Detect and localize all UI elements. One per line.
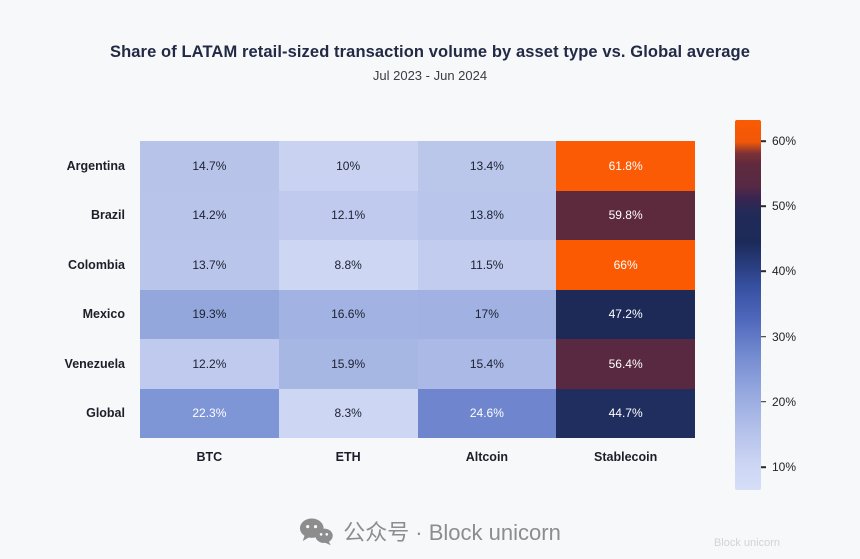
heatmap-cell: 15.9% [278, 339, 418, 389]
heatmap-cell: 15.4% [417, 339, 557, 389]
heatmap-cell: 13.8% [417, 190, 557, 240]
row-label: Brazil [90, 208, 125, 223]
row-label: Argentina [66, 158, 125, 173]
colorbar-tick-label: 50% [772, 199, 797, 214]
heatmap-cell: 59.8% [556, 190, 695, 240]
heatmap: Argentina 14.7% 10% 13.4% 61.8% Brazil 14.2% 12… [0, 141, 695, 438]
chart-subtitle: Jul 2023 - Jun 2024 [372, 68, 488, 83]
colorbar-tick [761, 205, 766, 207]
heatmap-cell: 14.7% [140, 141, 279, 191]
chart-title: Share of LATAM retail-sized transaction … [110, 43, 750, 61]
colorbar-tick [761, 140, 766, 142]
row-label: Venezuela [64, 356, 125, 371]
heatmap-row: Brazil 14.2% 12.1% 13.8% 59.8% [0, 190, 695, 240]
heatmap-cell: 14.2% [140, 190, 279, 240]
heatmap-cell: 56.4% [556, 339, 695, 389]
colorbar-tick-label: 10% [772, 460, 797, 474]
row-label: Colombia [68, 257, 125, 272]
colorbar-gradient [735, 120, 761, 490]
heatmap-cell: 8.3% [278, 388, 418, 438]
heatmap-row: Argentina 14.7% 10% 13.4% 61.8% [0, 141, 695, 191]
heatmap-column-labels: BTC ETH Altcoin Stablecoin [140, 450, 695, 464]
colorbar-tick [761, 335, 766, 338]
heatmap-cell: 13.7% [140, 240, 279, 290]
colorbar-tick [761, 466, 766, 468]
row-label: Mexico [82, 307, 125, 322]
heatmap-cell: 13.4% [417, 141, 557, 191]
heatmap-cell: 22.3% [140, 388, 279, 438]
heatmap-cell: 12.2% [140, 339, 279, 389]
colorbar-tick [761, 401, 766, 403]
heatmap-cell: 12.1% [278, 190, 418, 240]
heatmap-cell: 66% [556, 240, 695, 290]
wechat-icon [299, 517, 333, 546]
heatmap-cell: 16.6% [278, 289, 418, 339]
heatmap-row: Colombia 13.7% 8.8% 11.5% 66% [0, 240, 695, 290]
column-label: Stablecoin [594, 450, 658, 464]
colorbar: 60% 50% 40% 30% 20% 10% [735, 120, 825, 490]
watermark-text: 公众号 · Block unicorn [343, 520, 561, 545]
colorbar-tick-label: 40% [772, 264, 797, 279]
heatmap-cell: 11.5% [417, 240, 557, 290]
heatmap-row: Global 22.3% 8.3% 24.6% 44.7% [0, 388, 695, 438]
heatmap-cell: 61.8% [556, 141, 695, 191]
column-label: Altcoin [465, 450, 509, 464]
colorbar-tick-label: 60% [772, 134, 797, 148]
watermark-ghost-text: Block unicorn [713, 537, 780, 549]
heatmap-cell: 17% [417, 289, 557, 339]
colorbar-tick-label: 30% [772, 329, 797, 344]
heatmap-row: Venezuela 12.2% 15.9% 15.4% 56.4% [0, 339, 695, 389]
heatmap-cell: 47.2% [556, 289, 695, 339]
heatmap-cell: 44.7% [556, 388, 695, 438]
heatmap-cell: 10% [278, 141, 418, 191]
colorbar-tick-label: 20% [772, 394, 797, 409]
heatmap-cell: 8.8% [278, 240, 418, 290]
heatmap-cell: 19.3% [140, 289, 279, 339]
column-label: ETH [335, 450, 361, 464]
column-label: BTC [196, 450, 223, 464]
watermark: 公众号 · Block unicorn [0, 515, 860, 547]
colorbar-tick [761, 270, 766, 273]
heatmap-row: Mexico 19.3% 16.6% 17% 47.2% [0, 289, 695, 339]
row-label: Global [86, 406, 125, 421]
heatmap-cell: 24.6% [417, 388, 557, 438]
